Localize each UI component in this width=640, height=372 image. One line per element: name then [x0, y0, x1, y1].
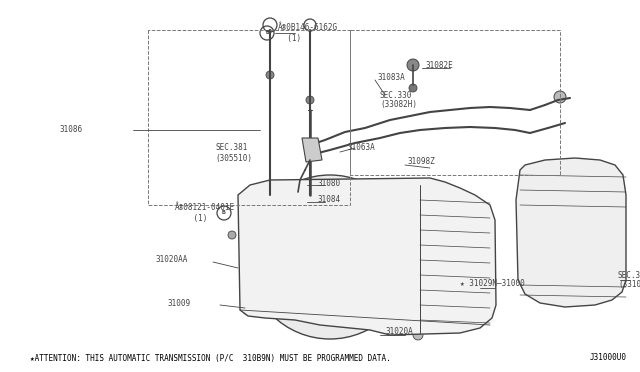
Text: 31020AA: 31020AA: [155, 256, 188, 264]
Circle shape: [228, 231, 236, 239]
Circle shape: [540, 283, 550, 293]
Circle shape: [248, 175, 412, 339]
Text: (305510): (305510): [215, 154, 252, 163]
Polygon shape: [516, 158, 626, 307]
Text: SEC.381: SEC.381: [215, 144, 248, 153]
Circle shape: [266, 71, 274, 79]
Circle shape: [310, 237, 350, 277]
Circle shape: [547, 208, 597, 258]
Text: ★ 31029N—31000: ★ 31029N—31000: [460, 279, 525, 288]
Text: B: B: [222, 211, 226, 215]
Text: (33082H): (33082H): [380, 100, 417, 109]
Text: 31063A: 31063A: [347, 144, 375, 153]
Circle shape: [590, 285, 600, 295]
Circle shape: [532, 193, 612, 273]
Text: 31080: 31080: [318, 179, 341, 187]
Circle shape: [271, 206, 279, 214]
Text: 31009: 31009: [168, 298, 191, 308]
Circle shape: [306, 96, 314, 104]
Text: 31083A: 31083A: [378, 74, 406, 83]
Circle shape: [265, 192, 395, 322]
Polygon shape: [238, 178, 496, 335]
Text: 31082E: 31082E: [425, 61, 452, 70]
Text: J31000U0: J31000U0: [590, 353, 627, 362]
Circle shape: [271, 306, 279, 314]
Circle shape: [243, 193, 253, 203]
Text: 31084: 31084: [318, 196, 341, 205]
Text: 31098Z: 31098Z: [407, 157, 435, 167]
Polygon shape: [302, 138, 322, 162]
Circle shape: [322, 249, 338, 265]
Text: B: B: [265, 31, 269, 35]
Circle shape: [413, 330, 423, 340]
Circle shape: [407, 59, 419, 71]
Text: 31086: 31086: [60, 125, 83, 135]
Text: Â®08121-0401E: Â®08121-0401E: [175, 203, 235, 212]
Text: SEC.330: SEC.330: [380, 90, 412, 99]
Circle shape: [282, 209, 378, 305]
Text: (331000): (331000): [618, 280, 640, 289]
Circle shape: [560, 221, 584, 245]
Circle shape: [295, 222, 365, 292]
Text: (1): (1): [175, 214, 207, 222]
Text: 31020A: 31020A: [385, 327, 413, 337]
Text: ★ATTENTION: THIS AUTOMATIC TRANSMISSION (P/C  310B9N) MUST BE PROGRAMMED DATA.: ★ATTENTION: THIS AUTOMATIC TRANSMISSION …: [30, 353, 391, 362]
Circle shape: [409, 84, 417, 92]
Circle shape: [305, 190, 315, 200]
Text: Â®0B146-6162G: Â®0B146-6162G: [278, 23, 338, 32]
Circle shape: [554, 91, 566, 103]
Circle shape: [243, 305, 253, 315]
Text: (1): (1): [278, 33, 301, 42]
Text: SEC.330: SEC.330: [618, 270, 640, 279]
